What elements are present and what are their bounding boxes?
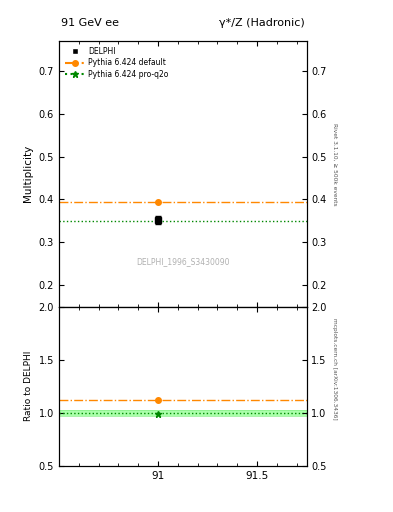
Legend: DELPHI, Pythia 6.424 default, Pythia 6.424 pro-q2o: DELPHI, Pythia 6.424 default, Pythia 6.4…	[63, 45, 171, 81]
Text: Rivet 3.1.10, ≥ 500k events: Rivet 3.1.10, ≥ 500k events	[332, 122, 337, 205]
Bar	[59, 410, 307, 416]
Y-axis label: Multiplicity: Multiplicity	[23, 145, 33, 202]
Y-axis label: Ratio to DELPHI: Ratio to DELPHI	[24, 351, 33, 421]
Text: 91 GeV ee: 91 GeV ee	[61, 18, 119, 28]
Text: mcplots.cern.ch [arXiv:1306.3436]: mcplots.cern.ch [arXiv:1306.3436]	[332, 318, 337, 419]
Text: DELPHI_1996_S3430090: DELPHI_1996_S3430090	[136, 257, 230, 266]
Text: γ*/Z (Hadronic): γ*/Z (Hadronic)	[219, 18, 305, 28]
